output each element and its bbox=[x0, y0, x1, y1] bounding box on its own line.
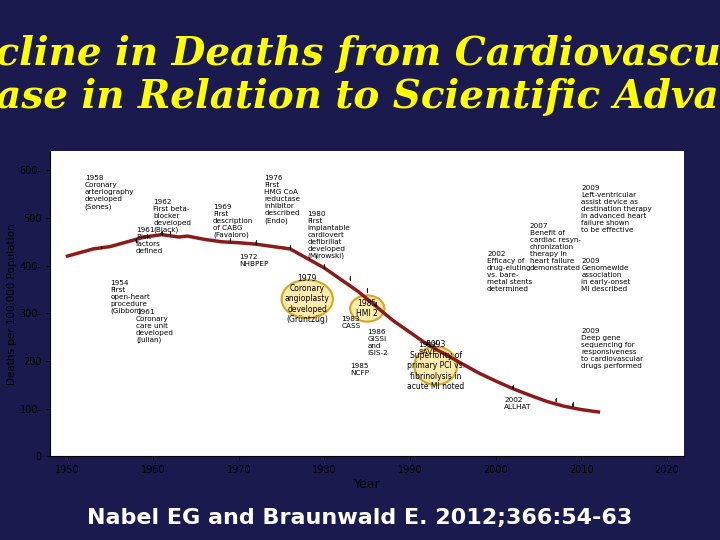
Text: 2009
Deep gene
sequencing for
responsiveness
to cardiovascular
drugs performed: 2009 Deep gene sequencing for responsive… bbox=[581, 328, 644, 369]
Text: 2009
Genomewide
association
in early-onset
MI described: 2009 Genomewide association in early-ons… bbox=[581, 259, 631, 293]
Text: 2002
ALLHAT: 2002 ALLHAT bbox=[504, 397, 531, 410]
Text: 1976
First
HMG CoA
reductase
inhibitor
described
(Endo): 1976 First HMG CoA reductase inhibitor d… bbox=[264, 175, 300, 224]
Ellipse shape bbox=[282, 280, 333, 318]
Text: 1972
NHBPEP: 1972 NHBPEP bbox=[239, 254, 268, 267]
Text: 1980
First
implantable
cardiovert
defibrillat
developed
(Mirowski): 1980 First implantable cardiovert defibr… bbox=[307, 211, 350, 259]
Text: 1958
Coronary
arteriography
developed
(Sones): 1958 Coronary arteriography developed (S… bbox=[85, 175, 134, 210]
Ellipse shape bbox=[350, 295, 384, 322]
Text: Decline in Deaths from Cardiovascular: Decline in Deaths from Cardiovascular bbox=[0, 35, 720, 73]
Text: 1983
CASS: 1983 CASS bbox=[341, 316, 361, 329]
Text: 2002
Efficacy of
drug-eluting
vs. bare-
metal stents
determined: 2002 Efficacy of drug-eluting vs. bare- … bbox=[487, 251, 532, 292]
Text: 1993
Superiority of
primary PCI vs.
fibrinolysis in
acute MI noted: 1993 Superiority of primary PCI vs. fibr… bbox=[407, 340, 464, 391]
Text: 1962
First beta-
blocker
developed
(Black): 1962 First beta- blocker developed (Blac… bbox=[153, 199, 191, 233]
Text: 2007
Benefit of
cardiac resyn-
chronization
therapy in
heart failure
demonstrate: 2007 Benefit of cardiac resyn- chronizat… bbox=[530, 222, 581, 271]
Ellipse shape bbox=[414, 347, 457, 385]
Text: 1986
GISSI
and
ISIS-2: 1986 GISSI and ISIS-2 bbox=[367, 328, 388, 355]
Text: 1992
SAVE: 1992 SAVE bbox=[418, 342, 438, 355]
Text: 1961
Risk
factors
defined: 1961 Risk factors defined bbox=[136, 227, 163, 254]
Text: 1985
NCFP: 1985 NCFP bbox=[350, 363, 369, 376]
Text: Nabel EG and Braunwald E. 2012;366:54-63: Nabel EG and Braunwald E. 2012;366:54-63 bbox=[87, 508, 633, 529]
Text: 1969
First
description
of CABG
(Favaloro): 1969 First description of CABG (Favaloro… bbox=[213, 204, 253, 238]
Text: 1961
Coronary
care unit
developed
(Julian): 1961 Coronary care unit developed (Julia… bbox=[136, 308, 174, 343]
Text: 2009
Left-ventricular
assist device as
destination therapy
in advanced heart
fai: 2009 Left-ventricular assist device as d… bbox=[581, 185, 652, 233]
X-axis label: Year: Year bbox=[354, 478, 380, 491]
Text: 1985
HMI 2: 1985 HMI 2 bbox=[356, 299, 378, 318]
Text: 1954
First
open-heart
procedure
(Gibbon): 1954 First open-heart procedure (Gibbon) bbox=[110, 280, 150, 314]
Text: 1979
Coronary
angioplasty
developed
(Grüntzüg): 1979 Coronary angioplasty developed (Grü… bbox=[285, 274, 330, 325]
Text: Disease in Relation to Scientific Advances: Disease in Relation to Scientific Advanc… bbox=[0, 78, 720, 116]
Y-axis label: Deaths per 100,000 Population: Deaths per 100,000 Population bbox=[6, 223, 17, 384]
